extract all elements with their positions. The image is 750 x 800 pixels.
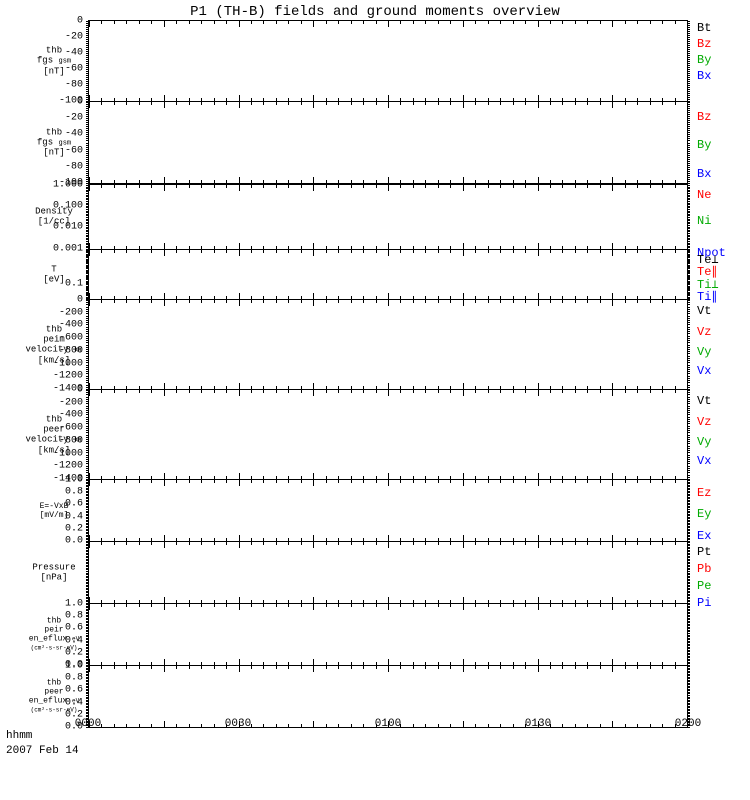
panel-fgs2: thb fgs gsm [nT] 0 -20 -40 -60 -80 -100 … [88,102,688,184]
panel-efield: E=-VxB [mV/m] 1.0 0.8 0.6 0.4 0.2 0.0 Ez… [88,480,688,542]
panel-density: Density [1/cc] 1.000 0.100 0.010 0.001 N… [88,184,688,250]
xaxis-date-label: 2007 Feb 14 [6,745,79,757]
xtick-0200[interactable]: 0200 [675,718,701,730]
chart-title: P1 (TH-B) fields and ground moments over… [0,4,750,20]
xaxis-unit-label: hhmm [6,730,32,742]
panel-fgs: thb fgs gsm [nT] 0 -20 -40 -60 -80 -100 … [88,20,688,102]
chart-frame: thb fgs gsm [nT] 0 -20 -40 -60 -80 -100 … [88,20,688,710]
xtick-0100[interactable]: 0100 [375,718,401,730]
panel-peim-velocity: thb peim velocity km [km/s] 0 -200 -400 … [88,300,688,390]
xtick-0030[interactable]: 0030 [225,718,251,730]
panel-pressure: Pressure [nPa] Pt Pb Pe Pi [88,542,688,604]
ylabel-pressure: Pressure [nPa] [19,562,89,583]
xtick-0130[interactable]: 0130 [525,718,551,730]
xtick-0000[interactable]: 0000 [75,718,101,730]
panel-temp: T [eV] 0.1 Te⊥ Te∥ Ti⊥ Ti∥ [88,250,688,300]
panel-peer-velocity: thb peer velocity km [km/s] 0 -200 -400 … [88,390,688,480]
panel-peir-eflux: thb peir en_eflux eV (cm²-s-sr-eV) 1.0 0… [88,604,688,666]
